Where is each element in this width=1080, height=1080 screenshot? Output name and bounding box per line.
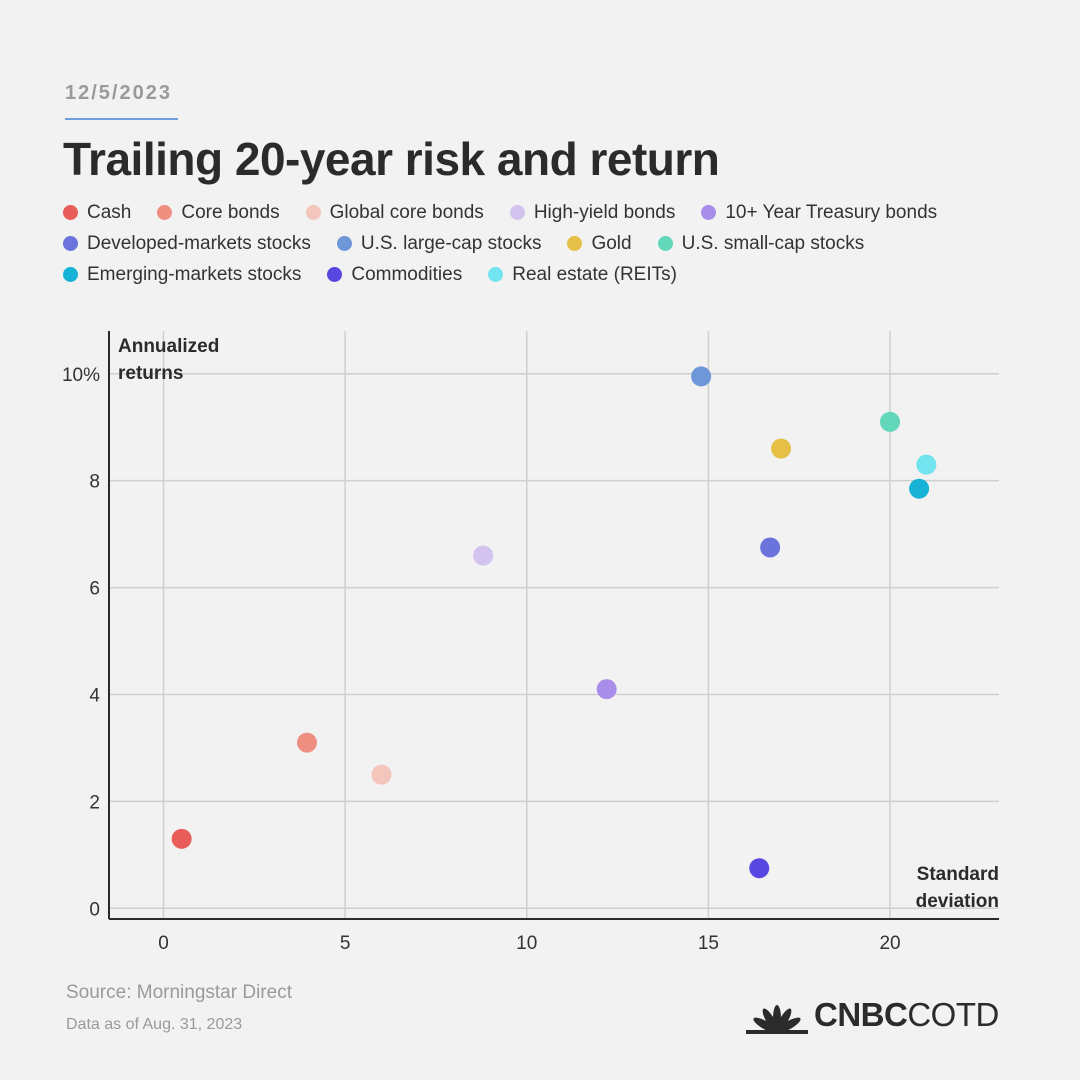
legend-item: Cash xyxy=(63,202,131,224)
y-tick-label: 0 xyxy=(89,899,100,920)
data-point: U.S. small-cap stocks xyxy=(880,411,901,432)
legend-row: Emerging-markets stocks Commodities Real e… xyxy=(63,259,1053,290)
chart-date: 12/5/2023 xyxy=(65,82,172,104)
y-tick-label: 8 xyxy=(89,472,100,493)
brand-name: CNBC xyxy=(814,996,908,1033)
legend-item: High-yield bonds xyxy=(509,201,676,224)
legend-label: Real estate (REITs) xyxy=(512,263,677,285)
legend-swatch xyxy=(657,236,673,251)
legend-item: Real estate (REITs) xyxy=(488,264,677,286)
legend-swatch xyxy=(567,236,583,251)
legend-label: U.S. large-cap stocks xyxy=(360,232,542,254)
data-point: U.S. large-cap stocks xyxy=(691,366,712,387)
legend-swatch xyxy=(157,205,173,220)
legend-item: Emerging-markets stocks xyxy=(63,264,301,286)
legend-swatch xyxy=(488,267,504,282)
data-point: Real estate (REITs) xyxy=(916,454,937,475)
data-point: Core bonds xyxy=(296,732,317,753)
x-tick-label: 15 xyxy=(698,933,719,954)
legend-item: U.S. small-cap stocks xyxy=(657,232,865,255)
legend-item: Global core bonds xyxy=(305,201,484,224)
legend-label: 10+ Year Treasury bonds xyxy=(725,201,938,223)
legend-label: Core bonds xyxy=(181,201,280,223)
data-point: Emerging-markets stocks xyxy=(909,478,930,499)
y-tick-label: 10% xyxy=(62,365,100,386)
legend-swatch xyxy=(305,205,321,220)
peacock-icon xyxy=(746,1005,808,1034)
data-point: Global core bonds xyxy=(371,764,392,785)
legend-swatch xyxy=(336,236,352,251)
legend-swatch xyxy=(63,267,78,282)
legend-row: Cash Core bonds Global core bonds High-yiel… xyxy=(63,197,1053,228)
data-point: Developed-markets stocks xyxy=(760,537,781,558)
x-axis-title: Standard deviation xyxy=(916,864,999,912)
source-note: Source: Morningstar Direct xyxy=(66,982,292,1003)
legend-label: Gold xyxy=(591,232,632,254)
data-point: 10+ Year Treasury bonds xyxy=(596,679,617,700)
legend-item: 10+ Year Treasury bonds xyxy=(701,202,937,224)
legend-label: High-yield bonds xyxy=(533,201,676,223)
legend-swatch xyxy=(63,205,78,220)
data-point: High-yield bonds xyxy=(473,545,494,566)
legend-swatch xyxy=(509,205,525,220)
legend-label: Emerging-markets stocks xyxy=(87,263,302,285)
legend-row: Developed-markets stocks U.S. large-cap s… xyxy=(63,228,1053,259)
legend-item: Commodities xyxy=(327,264,462,286)
legend-swatch xyxy=(327,267,343,282)
data-point: Gold xyxy=(771,438,792,459)
legend-label: Global core bonds xyxy=(329,201,484,223)
legend-label: Cash xyxy=(87,201,132,223)
legend-item: Gold xyxy=(567,232,632,255)
y-tick-label: 2 xyxy=(89,792,100,813)
legend-label: U.S. small-cap stocks xyxy=(681,232,865,254)
x-tick-label: 10 xyxy=(516,933,537,954)
legend-swatch xyxy=(701,205,717,220)
legend-label: Developed-markets stocks xyxy=(87,232,311,254)
x-tick-label: 0 xyxy=(158,933,169,954)
chart-legend: Cash Core bonds Global core bonds High-yiel… xyxy=(63,197,1053,290)
y-axis-title: Annualized returns xyxy=(118,336,219,384)
legend-swatch xyxy=(63,236,78,251)
chart-title: Trailing 20-year risk and return xyxy=(63,133,720,185)
y-tick-label: 4 xyxy=(89,685,100,706)
x-tick-label: 5 xyxy=(340,933,351,954)
x-tick-label: 20 xyxy=(879,933,900,954)
data-date-note: Data as of Aug. 31, 2023 xyxy=(66,1016,243,1033)
legend-item: Developed-markets stocks xyxy=(63,233,311,255)
scatter-plot: 0 2 4 6 8 10% 0 5 10 15 20 Annualized returns Standar… xyxy=(62,331,999,954)
date-underline xyxy=(65,118,178,120)
data-point: Commodities xyxy=(749,858,770,879)
cnbc-logo: CNBCCOTD xyxy=(746,996,999,1034)
y-tick-label: 6 xyxy=(89,579,100,600)
legend-item: U.S. large-cap stocks xyxy=(336,232,542,255)
legend-item: Core bonds xyxy=(157,201,280,224)
brand-suffix: COTD xyxy=(907,996,999,1033)
legend-label: Commodities xyxy=(351,263,463,285)
data-point: Cash xyxy=(171,828,192,849)
